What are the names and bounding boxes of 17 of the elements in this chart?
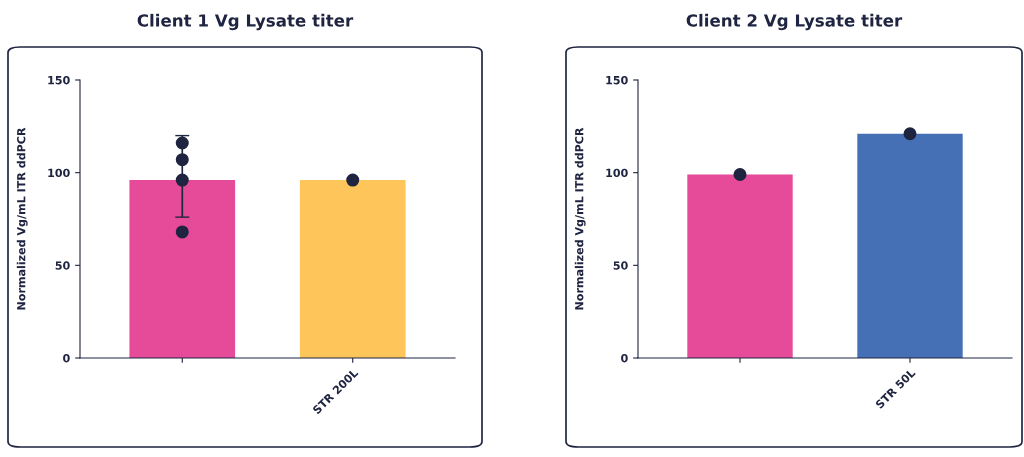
chart-title: Client 2 Vg Lysate titer — [686, 13, 903, 31]
y-tick-label: 150 — [48, 75, 70, 85]
chart-title: Client 1 Vg Lysate titer — [137, 13, 354, 31]
point — [175, 173, 189, 187]
point — [175, 225, 189, 239]
y-tick-label: 0 — [63, 353, 70, 363]
y-tick-label: 100 — [48, 168, 70, 178]
y-tick-label: 50 — [613, 261, 628, 270]
y-axis-title: Normalized Vg/mL ITR ddPCR — [16, 127, 28, 310]
y-axis-title: Normalized Vg/mL ITR ddPCR — [574, 127, 586, 310]
point — [346, 173, 360, 187]
y-tick-label: 0 — [621, 353, 628, 363]
y-tick-label: 50 — [55, 261, 70, 270]
point — [175, 153, 189, 167]
y-tick-label: 150 — [606, 75, 628, 85]
point — [175, 136, 189, 150]
y-tick-label: 100 — [606, 168, 628, 178]
